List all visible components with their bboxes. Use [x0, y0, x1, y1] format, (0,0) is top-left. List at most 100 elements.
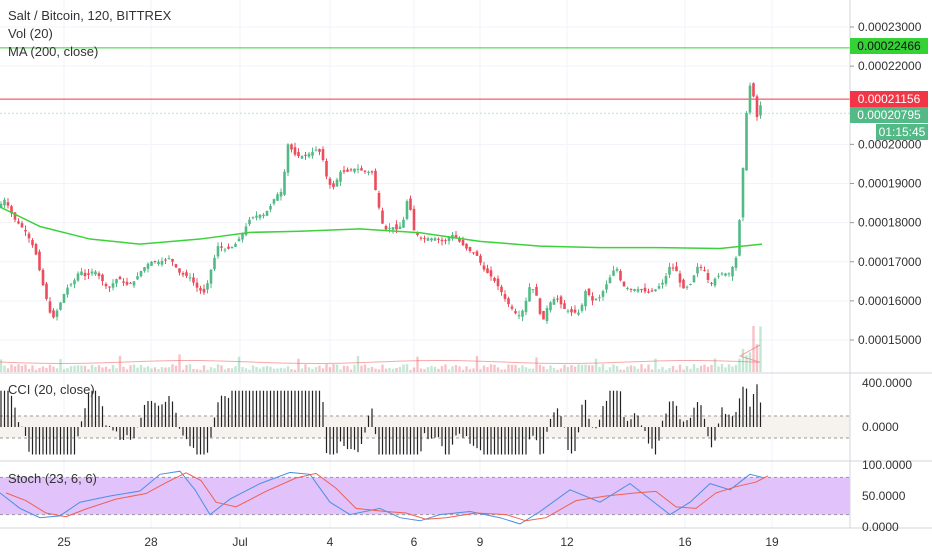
candle-body — [626, 287, 629, 289]
volume-bar — [111, 364, 115, 372]
volume-bar — [622, 369, 626, 372]
candle-body — [181, 273, 185, 275]
main-legend: Salt / Bitcoin, 120, BITTREX Vol (20) MA… — [8, 7, 171, 61]
symbol-title[interactable]: Salt / Bitcoin, 120, BITTREX — [8, 8, 172, 23]
candle-body — [185, 272, 188, 277]
volume-legend[interactable]: Vol (20) — [8, 26, 53, 41]
cci-tick-label: 0.0000 — [862, 420, 899, 434]
volume-bar — [66, 368, 69, 372]
volume-bar — [265, 365, 269, 372]
candle-body — [69, 284, 73, 286]
candle-body — [370, 171, 374, 173]
candle-body — [171, 259, 174, 262]
candle-body — [566, 310, 570, 312]
volume-bar — [59, 359, 62, 372]
volume-bar — [535, 357, 538, 372]
candle-body — [143, 267, 146, 272]
candle-body — [416, 231, 419, 236]
volume-bar — [570, 365, 573, 372]
candle-body — [489, 270, 493, 277]
candle-body — [580, 304, 584, 311]
cci-legend[interactable]: CCI (20, close) — [8, 382, 95, 397]
candle-body — [549, 302, 552, 311]
volume-bar — [335, 364, 339, 372]
candle-body — [542, 310, 545, 320]
candle-body — [734, 257, 738, 268]
volume-bar — [738, 358, 741, 372]
volume-bar — [559, 368, 563, 372]
stoch-legend[interactable]: Stoch (23, 6, 6) — [8, 471, 97, 486]
grid — [0, 0, 850, 528]
volume-bar — [517, 367, 521, 372]
volume-bar — [146, 366, 150, 372]
volume-bar — [251, 365, 255, 372]
candle-body — [136, 276, 139, 280]
volume-bar — [38, 367, 41, 372]
candle-body — [101, 274, 104, 282]
volume-bar — [706, 366, 710, 372]
volume-bar — [430, 366, 433, 372]
candle-body — [59, 302, 62, 310]
candle-body — [62, 294, 66, 303]
volume-bar — [115, 368, 118, 372]
candle-body — [486, 268, 489, 273]
volume-bar — [118, 355, 122, 372]
ma-legend[interactable]: MA (200, close) — [8, 44, 99, 59]
candle-body — [678, 273, 682, 283]
volume-bar — [745, 355, 748, 372]
time-axis-label: 19 — [765, 535, 779, 549]
volume-bar — [136, 367, 139, 372]
stoch-pane[interactable] — [0, 470, 850, 525]
volume-bar — [531, 368, 535, 372]
price-tick-label: 0.00018000 — [858, 216, 922, 230]
candle-body — [41, 269, 45, 286]
time-axis-label: 9 — [477, 535, 484, 549]
volume-bar — [52, 366, 55, 372]
volume-bar — [633, 366, 636, 372]
volume-bar — [671, 365, 675, 372]
candle-body — [503, 294, 507, 299]
price-pane[interactable] — [0, 47, 850, 372]
volume-bar — [83, 365, 87, 372]
candle-body — [615, 268, 619, 271]
candle-body — [17, 221, 20, 224]
candle-body — [300, 156, 304, 159]
candle-body — [521, 310, 524, 317]
candle-body — [472, 252, 475, 254]
volume-bar — [234, 366, 237, 372]
volume-bar — [440, 366, 444, 372]
candle-body — [83, 272, 87, 277]
cci-pane[interactable] — [0, 384, 850, 455]
candle-body — [27, 233, 31, 239]
candle-body — [269, 205, 272, 210]
candle-body — [202, 288, 206, 293]
candle-body — [629, 288, 633, 290]
volume-bar — [521, 365, 524, 372]
candle-body — [699, 267, 703, 269]
volume-bar — [675, 369, 678, 372]
candle-body — [759, 105, 762, 116]
candle-body — [374, 170, 377, 191]
candle-body — [738, 220, 741, 256]
volume-bar — [573, 366, 577, 372]
volume-bar — [360, 365, 363, 372]
volume-bar — [713, 358, 717, 372]
price-tick-label: 0.00022000 — [858, 59, 922, 73]
candle-body — [517, 315, 521, 317]
candle-body — [192, 277, 195, 283]
candle-body — [132, 281, 136, 286]
candle-body — [552, 298, 556, 305]
volume-bar — [657, 369, 661, 372]
candle-body — [31, 240, 34, 246]
candle-body — [339, 171, 342, 182]
volume-bar — [6, 368, 10, 372]
red-line-price-badge: 0.00021156 — [850, 91, 928, 107]
candle-body — [3, 199, 6, 206]
last-price-badge: 0.00020795 — [850, 107, 928, 123]
candle-body — [563, 303, 566, 309]
volume-bar — [55, 368, 59, 372]
candle-body — [440, 239, 444, 242]
candle-body — [150, 261, 153, 266]
